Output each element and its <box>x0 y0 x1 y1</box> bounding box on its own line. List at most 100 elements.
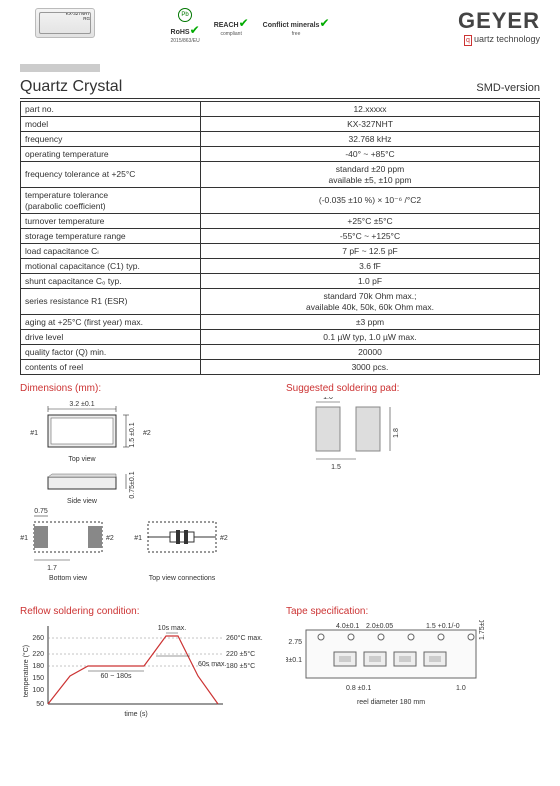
svg-text:180: 180 <box>32 663 44 670</box>
spec-row: drive level0.1 µW typ, 1.0 µW max. <box>21 330 540 345</box>
spec-row: operating temperature-40° ~ +85°C <box>21 147 540 162</box>
svg-text:1.0: 1.0 <box>456 685 466 692</box>
badge-rohs-label: RoHS <box>171 29 190 36</box>
spec-value: 32.768 kHz <box>201 132 540 147</box>
svg-text:1.5 +0.1/-0: 1.5 +0.1/-0 <box>426 623 460 630</box>
logo-q-icon: q <box>464 35 472 46</box>
badge-conflict-sub: free <box>292 31 301 37</box>
spec-key: temperature tolerance(parabolic coeffici… <box>21 188 201 214</box>
spec-row: aging at +25°C (first year) max.±3 ppm <box>21 315 540 330</box>
badge-reach-label: REACH <box>214 22 239 29</box>
spec-row: modelKX-327NHT <box>21 117 540 132</box>
product-image: KX-327NHT RG <box>20 8 110 38</box>
check-icon: ✔ <box>319 16 329 30</box>
svg-text:180 ±5°C: 180 ±5°C <box>226 662 255 670</box>
svg-text:reel diameter 180 mm: reel diameter 180 mm <box>357 699 425 706</box>
svg-text:Side view: Side view <box>67 498 98 505</box>
spec-row: frequency32.768 kHz <box>21 132 540 147</box>
section-tape: Tape specification: <box>286 606 540 617</box>
brand-logo: GEYER quartz technology <box>390 8 540 46</box>
section-dimensions: Dimensions (mm): <box>20 383 274 394</box>
svg-text:60s max.: 60s max. <box>198 661 226 668</box>
check-icon: ✔ <box>190 23 200 37</box>
spec-key: shunt capacitance C₀ typ. <box>21 274 201 289</box>
reflow-chart: 60 ~ 180s 10s max. 60s max. 260°C max. 2… <box>20 620 274 722</box>
spec-value: -55°C ~ +125°C <box>201 229 540 244</box>
spec-row: frequency tolerance at +25°Cstandard ±20… <box>21 162 540 188</box>
svg-text:0.75: 0.75 <box>34 508 48 515</box>
spec-row: load capacitance Cₗ7 pF ~ 12.5 pF <box>21 244 540 259</box>
svg-text:0.75±0.1: 0.75±0.1 <box>129 471 136 498</box>
svg-text:#2: #2 <box>143 430 151 437</box>
badge-reach: REACH✔ compliant <box>214 16 249 37</box>
svg-text:3.2 ±0.1: 3.2 ±0.1 <box>69 401 94 408</box>
spec-value: standard 70k Ohm max.;available 40k, 50k… <box>201 289 540 315</box>
header-tab <box>20 64 100 72</box>
spec-value: 0.1 µW typ, 1.0 µW max. <box>201 330 540 345</box>
svg-text:260: 260 <box>32 635 44 642</box>
svg-text:10s max.: 10s max. <box>158 625 186 632</box>
spec-row: turnover temperature+25°C ±5°C <box>21 214 540 229</box>
spec-value: 12.xxxxx <box>201 102 540 117</box>
svg-text:1.7: 1.7 <box>47 565 57 572</box>
svg-text:Top view connections: Top view connections <box>149 575 216 582</box>
spec-value: +25°C ±5°C <box>201 214 540 229</box>
svg-text:2.0±0.05: 2.0±0.05 <box>366 623 393 630</box>
spec-value: (-0.035 ±10 %) × 10⁻⁶ /°C2 <box>201 188 540 214</box>
spec-key: load capacitance Cₗ <box>21 244 201 259</box>
svg-text:#1: #1 <box>30 430 38 437</box>
spec-key: drive level <box>21 330 201 345</box>
svg-text:temperature (°C): temperature (°C) <box>22 645 30 697</box>
svg-text:#2: #2 <box>106 535 114 542</box>
svg-text:1.5 ±0.1: 1.5 ±0.1 <box>129 422 136 447</box>
spec-table: part no.12.xxxxxmodelKX-327NHTfrequency3… <box>20 101 540 375</box>
spec-row: quality factor (Q) min.20000 <box>21 345 540 360</box>
dimensions-diagram: 3.2 ±0.1 1.5 ±0.1 #1 #2 Top view 0. <box>20 397 274 594</box>
spec-row: contents of reel3000 pcs. <box>21 360 540 375</box>
spec-key: series resistance R1 (ESR) <box>21 289 201 315</box>
spec-value: ±3 ppm <box>201 315 540 330</box>
spec-value: 1.0 pF <box>201 274 540 289</box>
spec-key: part no. <box>21 102 201 117</box>
spec-row: motional capacitance (C1) typ.3.6 fF <box>21 259 540 274</box>
page-subtitle: SMD-version <box>476 82 540 94</box>
svg-text:260°C max.: 260°C max. <box>226 634 263 642</box>
svg-text:time (s): time (s) <box>124 711 147 718</box>
pb-icon: Pb <box>178 8 192 22</box>
header: KX-327NHT RG Pb RoHS✔ 2015/863/EU REACH✔… <box>20 8 540 62</box>
spec-key: turnover temperature <box>21 214 201 229</box>
page-title: Quartz Crystal <box>20 78 122 96</box>
spec-key: frequency tolerance at +25°C <box>21 162 201 188</box>
soldering-pad-diagram: 1.0 1.8 1.5 <box>286 397 540 479</box>
spec-row: shunt capacitance C₀ typ.1.0 pF <box>21 274 540 289</box>
spec-value: -40° ~ +85°C <box>201 147 540 162</box>
svg-text:100: 100 <box>32 687 44 694</box>
svg-text:2.3±0.1: 2.3±0.1 <box>286 657 302 664</box>
svg-text:#1: #1 <box>134 535 142 542</box>
spec-row: part no.12.xxxxx <box>21 102 540 117</box>
badge-reach-sub: compliant <box>220 31 241 37</box>
svg-text:2.75: 2.75 <box>288 639 302 646</box>
svg-text:1.75±0.1: 1.75±0.1 <box>479 620 486 640</box>
badge-conflict-label: Conflict minerals <box>263 22 320 29</box>
spec-key: motional capacitance (C1) typ. <box>21 259 201 274</box>
chip-icon: KX-327NHT RG <box>35 8 95 38</box>
check-icon: ✔ <box>239 16 249 30</box>
badge-conflict: Conflict minerals✔ free <box>263 16 330 37</box>
spec-key: model <box>21 117 201 132</box>
svg-text:150: 150 <box>32 675 44 682</box>
spec-key: operating temperature <box>21 147 201 162</box>
svg-text:#2: #2 <box>220 535 228 542</box>
title-row: Quartz Crystal SMD-version <box>20 78 540 99</box>
svg-text:1.5: 1.5 <box>331 464 341 471</box>
spec-row: temperature tolerance(parabolic coeffici… <box>21 188 540 214</box>
svg-text:50: 50 <box>36 701 44 708</box>
svg-text:Bottom view: Bottom view <box>49 575 88 582</box>
svg-text:4.0±0.1: 4.0±0.1 <box>336 623 359 630</box>
svg-text:Top view: Top view <box>68 456 96 463</box>
chip-label-1: KX-327NHT <box>66 11 90 16</box>
logo-text: GEYER <box>390 8 540 34</box>
badge-rohs-sub: 2015/863/EU <box>170 38 199 44</box>
spec-row: storage temperature range-55°C ~ +125°C <box>21 229 540 244</box>
spec-value: 7 pF ~ 12.5 pF <box>201 244 540 259</box>
